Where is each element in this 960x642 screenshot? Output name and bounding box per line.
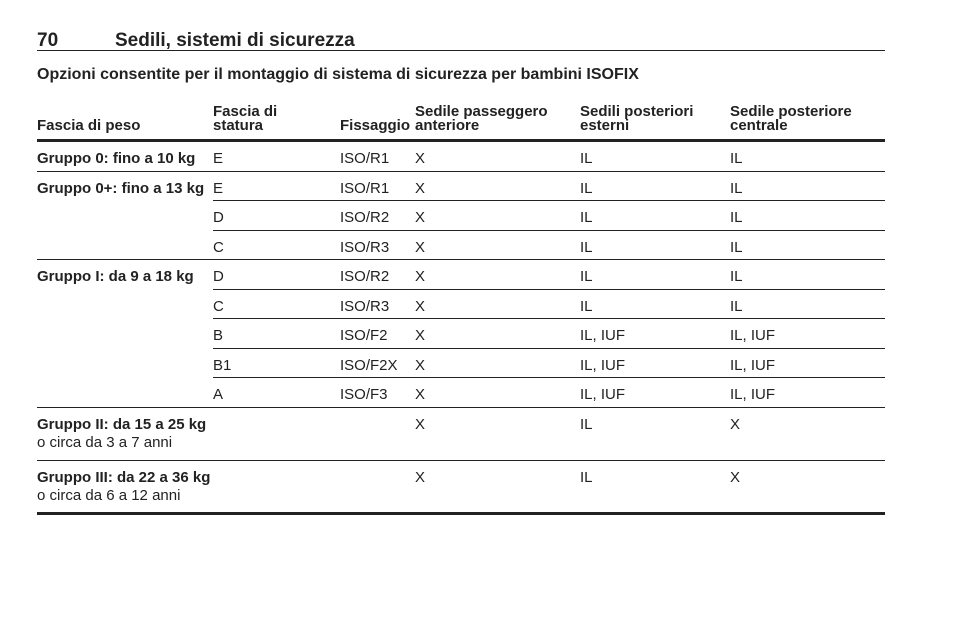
table-rule <box>213 200 885 201</box>
cell: B <box>213 327 224 344</box>
page-number: 70 <box>37 30 59 51</box>
group-label: Gruppo III: da 22 a 36 kg <box>37 468 211 486</box>
cell: E <box>213 179 224 197</box>
cell: IL <box>730 209 743 226</box>
cell: ISO/R2 <box>340 268 390 285</box>
cell: IL <box>580 268 593 285</box>
column-header: Sedile posteriore <box>730 103 852 120</box>
cell: IL <box>580 468 593 486</box>
cell: X <box>415 415 426 433</box>
cell: IL <box>580 209 593 226</box>
cell: IL, IUF <box>580 386 626 403</box>
cell: IL, IUF <box>730 386 776 403</box>
cell: D <box>213 268 224 285</box>
cell: IL <box>580 297 593 315</box>
table-rule <box>213 377 885 378</box>
cell: IL, IUF <box>730 327 776 344</box>
cell: B1 <box>213 356 232 374</box>
column-header: Fascia di peso <box>37 117 141 134</box>
cell: X <box>415 468 426 486</box>
cell: ISO/R3 <box>340 238 390 256</box>
cell: X <box>415 238 426 256</box>
column-header: Fissaggio <box>340 117 411 134</box>
group-note: o circa da 6 a 12 anni <box>37 486 181 504</box>
cell: D <box>213 209 224 226</box>
table-rule <box>37 170 885 172</box>
column-header: anteriore <box>415 117 480 134</box>
subtitle: Opzioni consentite per il montaggio di s… <box>37 66 639 83</box>
cell: X <box>415 268 426 285</box>
cell: ISO/F2X <box>340 356 398 374</box>
column-header: esterni <box>580 117 630 134</box>
cell: X <box>415 179 426 197</box>
cell: ISO/R3 <box>340 297 390 315</box>
cell: X <box>415 356 426 374</box>
cell: E <box>213 150 224 167</box>
cell: X <box>415 327 426 344</box>
group-label: Gruppo 0: fino a 10 kg <box>37 150 196 167</box>
table-rule <box>37 406 885 408</box>
table-rule <box>37 459 885 461</box>
cell: IL <box>580 179 593 197</box>
cell: X <box>730 468 741 486</box>
cell: IL, IUF <box>580 327 626 344</box>
page-title: Sedili, sistemi di sicurezza <box>115 30 355 51</box>
cell: X <box>415 209 426 226</box>
cell: ISO/F2 <box>340 327 388 344</box>
column-header: centrale <box>730 117 788 134</box>
table-rule <box>213 318 885 319</box>
table-rule <box>37 259 885 260</box>
table-rule <box>37 511 885 515</box>
group-label: Gruppo I: da 9 a 18 kg <box>37 268 194 285</box>
table-rule <box>213 347 885 349</box>
header-rule <box>37 50 885 51</box>
column-header: Fascia di <box>213 103 278 120</box>
cell: X <box>415 150 426 167</box>
cell: ISO/F3 <box>340 386 388 403</box>
cell: IL <box>730 238 743 256</box>
table-rule <box>213 229 885 231</box>
table-rule <box>37 139 885 142</box>
table-rule <box>213 288 885 290</box>
group-label: Gruppo II: da 15 a 25 kg <box>37 415 207 433</box>
cell: IL <box>580 238 593 256</box>
cell: IL <box>730 297 743 315</box>
column-header: Sedili posteriori <box>580 103 694 120</box>
cell: IL <box>730 150 743 167</box>
cell: X <box>415 386 426 403</box>
cell: ISO/R1 <box>340 150 390 167</box>
cell: X <box>415 297 426 315</box>
group-note: o circa da 3 a 7 anni <box>37 433 173 451</box>
column-header: statura <box>213 117 264 134</box>
cell: C <box>213 297 224 315</box>
cell: ISO/R2 <box>340 209 390 226</box>
cell: IL <box>730 268 743 285</box>
cell: IL, IUF <box>580 356 626 374</box>
cell: IL <box>730 179 743 197</box>
cell: ISO/R1 <box>340 179 390 197</box>
cell: IL, IUF <box>730 356 776 374</box>
column-header: Sedile passeggero <box>415 103 548 120</box>
group-label: Gruppo 0+: fino a 13 kg <box>37 179 205 197</box>
cell: C <box>213 238 224 256</box>
cell: A <box>213 386 224 403</box>
cell: IL <box>580 150 593 167</box>
cell: X <box>730 415 741 433</box>
cell: IL <box>580 415 593 433</box>
